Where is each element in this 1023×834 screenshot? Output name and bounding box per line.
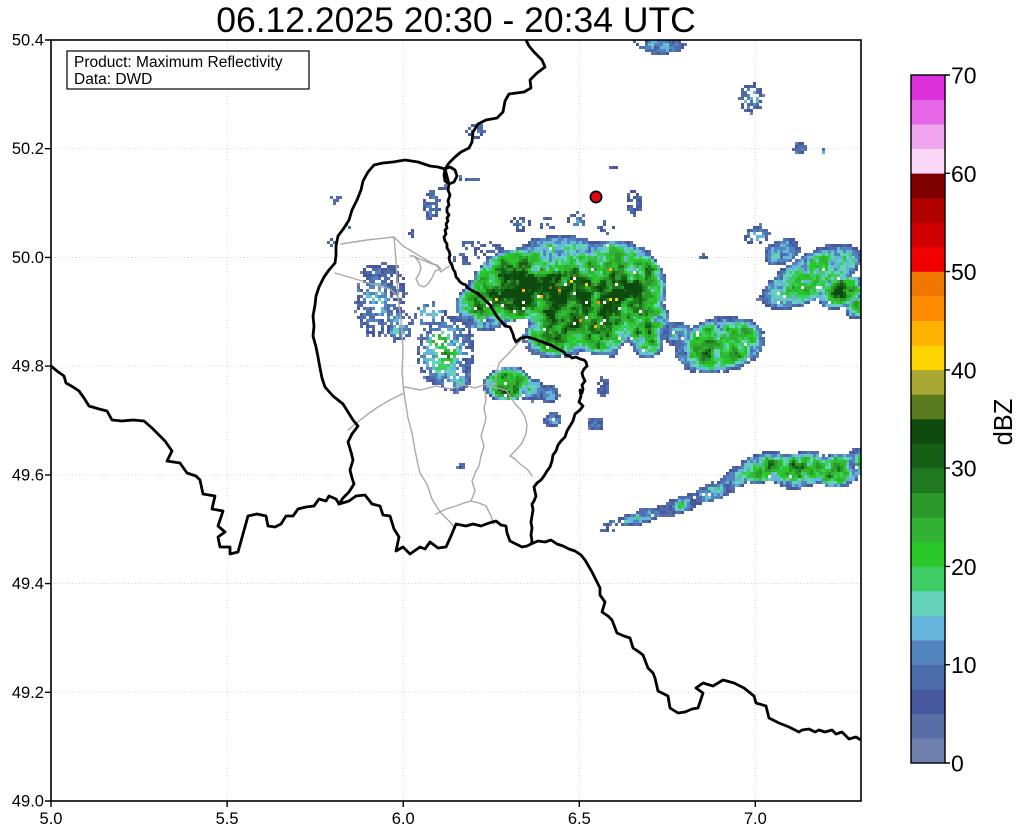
svg-text:30: 30: [951, 456, 977, 482]
svg-text:10: 10: [951, 652, 977, 678]
svg-text:7.0: 7.0: [744, 810, 767, 828]
svg-text:Product: Maximum Reflectivity: Product: Maximum Reflectivity: [74, 54, 283, 71]
svg-text:Data: DWD: Data: DWD: [74, 71, 152, 88]
svg-text:49.2: 49.2: [12, 684, 44, 702]
svg-text:6.0: 6.0: [392, 810, 415, 828]
svg-text:49.0: 49.0: [12, 793, 44, 811]
svg-text:50.4: 50.4: [12, 32, 44, 50]
svg-text:50.2: 50.2: [12, 140, 44, 158]
svg-text:5.0: 5.0: [40, 810, 63, 828]
svg-text:dBZ: dBZ: [990, 399, 1018, 446]
svg-text:06.12.2025 20:30 - 20:34 UTC: 06.12.2025 20:30 - 20:34 UTC: [216, 0, 696, 40]
svg-text:60: 60: [951, 161, 977, 187]
svg-text:49.6: 49.6: [12, 466, 44, 484]
svg-text:20: 20: [951, 554, 977, 580]
svg-text:6.5: 6.5: [568, 810, 591, 828]
svg-text:49.8: 49.8: [12, 358, 44, 376]
svg-text:0: 0: [951, 751, 964, 777]
svg-text:49.4: 49.4: [12, 575, 44, 593]
svg-text:50.0: 50.0: [12, 249, 44, 267]
svg-text:70: 70: [951, 63, 977, 89]
svg-text:5.5: 5.5: [216, 810, 239, 828]
svg-text:50: 50: [951, 259, 977, 285]
svg-text:40: 40: [951, 357, 977, 383]
